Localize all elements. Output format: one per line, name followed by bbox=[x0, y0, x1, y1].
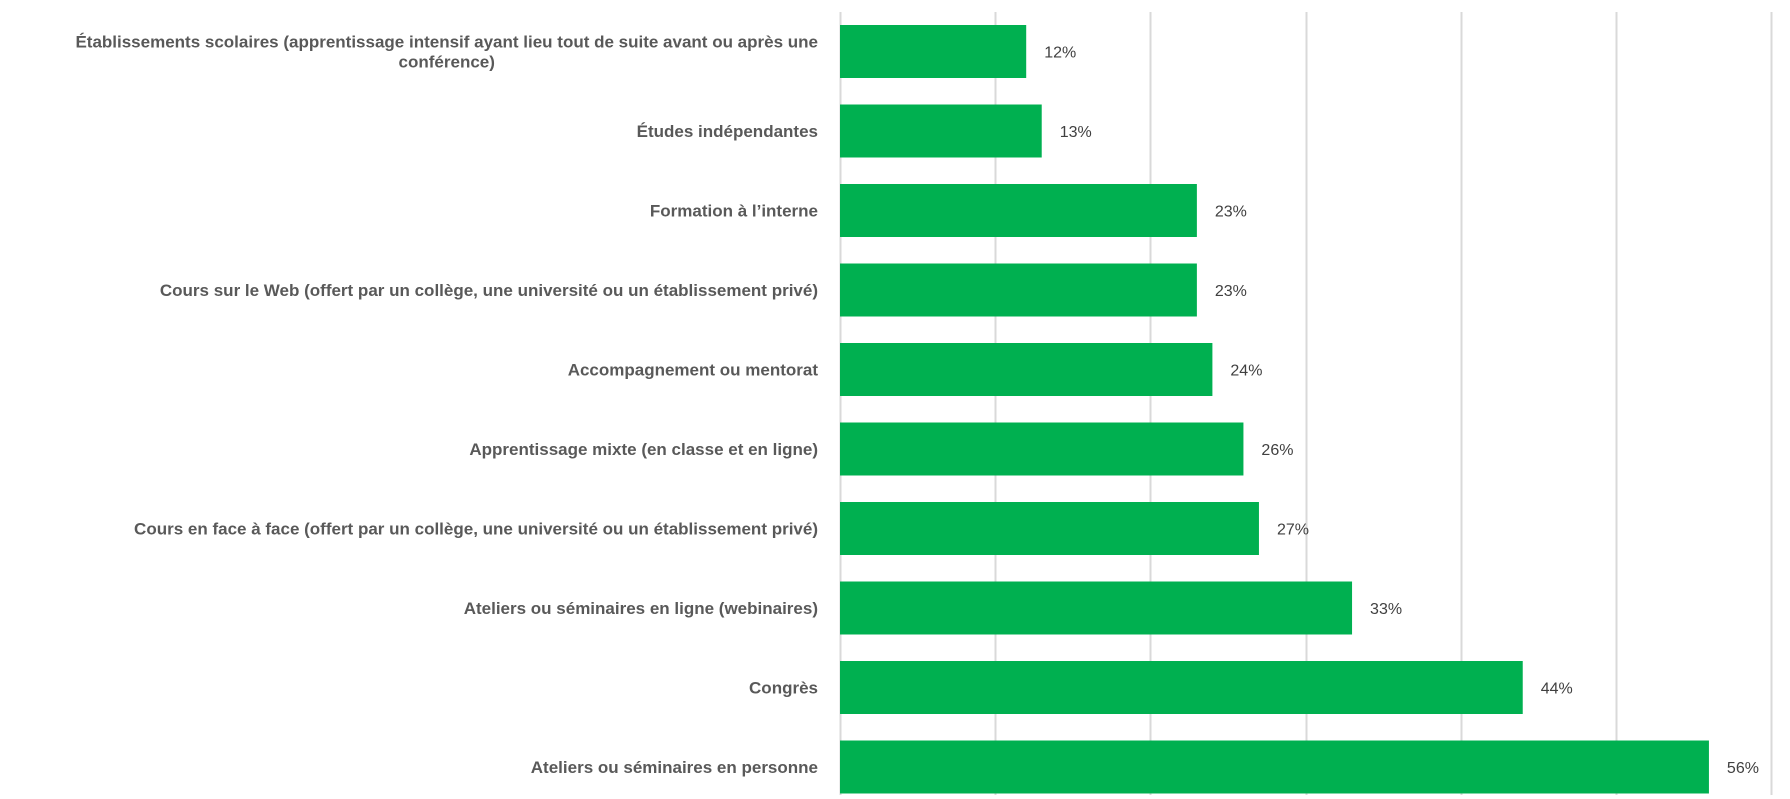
data-label: 26% bbox=[1261, 442, 1293, 459]
category-label: Accompagnement ou mentorat bbox=[568, 361, 819, 380]
data-label: 33% bbox=[1370, 601, 1402, 618]
bar bbox=[840, 263, 1197, 317]
data-label: 56% bbox=[1727, 760, 1759, 777]
data-labels: 12% 13% 23% 23% 24% 26% 27% 33% 44% 56% bbox=[1044, 45, 1759, 778]
data-label: 24% bbox=[1230, 363, 1262, 380]
bar bbox=[840, 25, 1027, 78]
category-label: Études indépendantes bbox=[637, 122, 818, 141]
bar bbox=[840, 581, 1353, 635]
category-label: Congrès bbox=[749, 679, 818, 698]
bar bbox=[840, 184, 1197, 237]
bar bbox=[840, 502, 1259, 555]
data-label: 23% bbox=[1215, 204, 1247, 221]
bar bbox=[840, 740, 1709, 794]
category-label: Établissements scolaires (apprentissage … bbox=[75, 33, 818, 72]
data-label: 13% bbox=[1060, 124, 1092, 141]
category-labels: Établissements scolaires (apprentissage … bbox=[75, 33, 818, 778]
bars bbox=[840, 25, 1709, 794]
bar bbox=[840, 422, 1244, 476]
category-label: Ateliers ou séminaires en personne bbox=[531, 758, 818, 777]
bar bbox=[840, 104, 1042, 158]
category-label: Apprentissage mixte (en classe et en lig… bbox=[469, 440, 818, 459]
bar bbox=[840, 343, 1213, 396]
category-label: Ateliers ou séminaires en ligne (webinai… bbox=[464, 599, 818, 618]
data-label: 44% bbox=[1541, 681, 1573, 698]
data-label: 23% bbox=[1215, 283, 1247, 300]
category-label: Cours en face à face (offert par un coll… bbox=[134, 520, 818, 539]
category-label: Formation à l’interne bbox=[650, 202, 818, 221]
data-label: 27% bbox=[1277, 522, 1309, 539]
data-label: 12% bbox=[1044, 45, 1076, 62]
bar bbox=[840, 661, 1523, 714]
category-label: Cours sur le Web (offert par un collège,… bbox=[160, 281, 818, 300]
